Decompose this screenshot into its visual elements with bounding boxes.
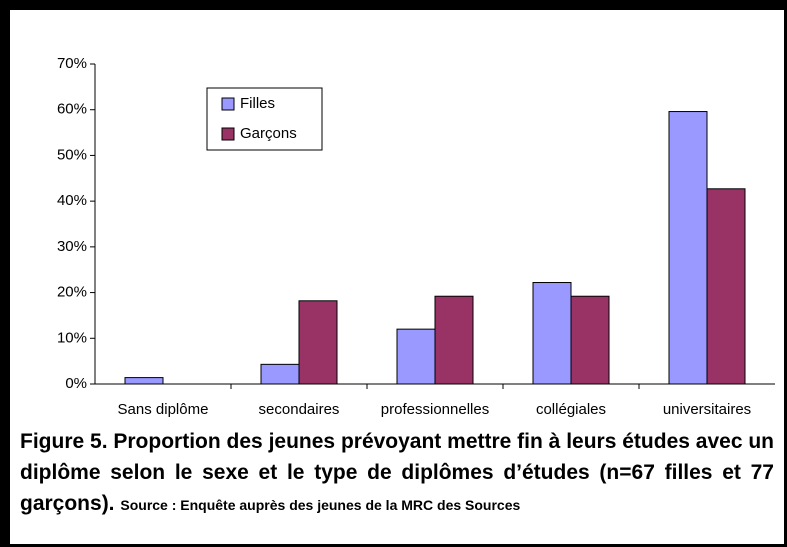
bar — [706, 188, 746, 385]
legend-swatch — [221, 127, 235, 141]
x-tick-label: collégiales — [536, 401, 606, 418]
y-tick-label: 40% — [57, 192, 87, 209]
bar — [532, 282, 572, 385]
caption: Figure 5. Proportion des jeunes prévoyan… — [20, 430, 774, 515]
bar — [570, 295, 610, 385]
bar — [668, 111, 708, 385]
x-tick-label: Sans diplôme — [118, 401, 209, 418]
y-tick-label: 10% — [57, 329, 87, 346]
legend-label: Garçons — [240, 125, 297, 142]
y-tick-label: 60% — [57, 101, 87, 118]
x-tick-label: universitaires — [663, 401, 751, 418]
bar — [298, 300, 338, 385]
caption-block: Figure 5. Proportion des jeunes prévoyan… — [20, 426, 774, 519]
y-tick-label: 70% — [57, 55, 87, 72]
source: Source : Enquête auprès des jeunes de la… — [120, 497, 521, 513]
bar — [434, 295, 474, 385]
x-tick-label: professionnelles — [381, 401, 489, 418]
y-tick-label: 20% — [57, 284, 87, 301]
y-tick-label: 30% — [57, 238, 87, 255]
legend-label: Filles — [240, 95, 275, 112]
y-tick-label: 50% — [57, 146, 87, 163]
x-tick-label: secondaires — [259, 401, 340, 418]
bar — [396, 328, 436, 385]
legend-swatch — [221, 97, 235, 111]
bar — [260, 363, 300, 385]
y-tick-label: 0% — [65, 375, 87, 392]
bar — [124, 377, 164, 385]
